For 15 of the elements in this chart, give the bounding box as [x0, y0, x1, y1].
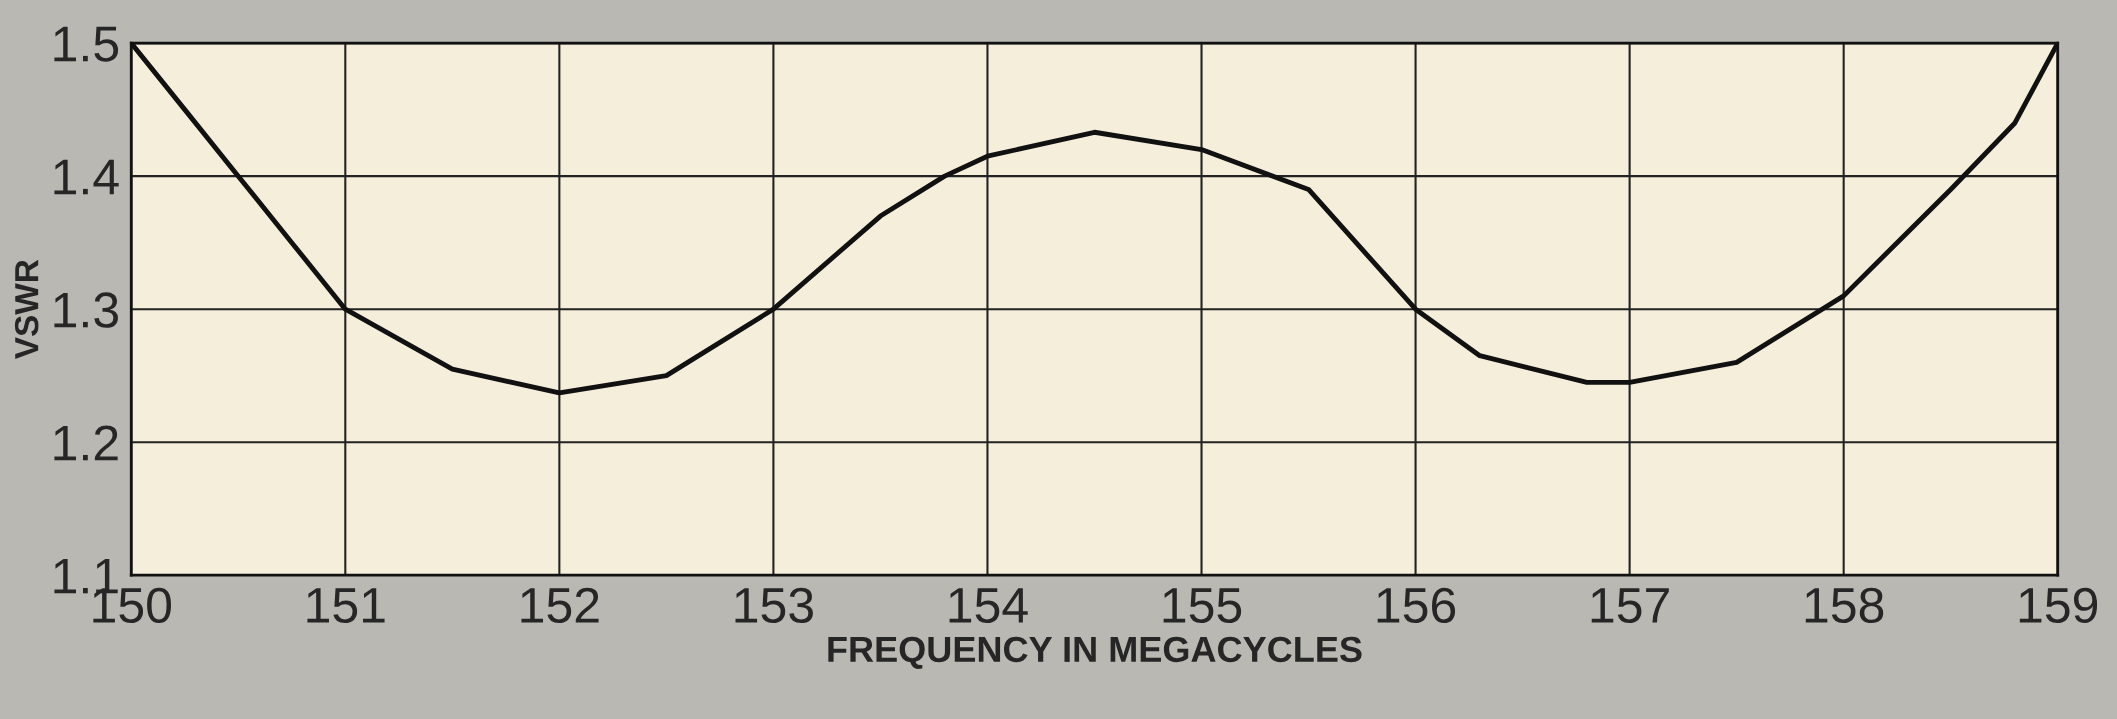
x-tick-label: 155	[1163, 588, 1242, 624]
x-axis-title: FREQUENCY IN MEGACYCLES	[828, 636, 1362, 669]
x-tick-label: 159	[2019, 587, 2098, 624]
x-tick-label: 152	[521, 587, 599, 624]
x-tick-label: 154	[949, 588, 1028, 624]
y-tick-label: 1.3	[54, 292, 118, 328]
x-tick-label: 158	[1805, 587, 1884, 624]
x-tick-label: 156	[1377, 587, 1456, 624]
y-tick-label: 1.4	[54, 159, 119, 195]
y-axis-title: VSWR	[14, 259, 39, 359]
y-tick-label: 1.5	[54, 26, 119, 62]
y-tick-label: 1.2	[54, 425, 118, 461]
x-tick-label: 157	[1591, 588, 1669, 624]
x-tick-label: 153	[735, 587, 813, 624]
x-tick-label: 151	[307, 588, 385, 624]
